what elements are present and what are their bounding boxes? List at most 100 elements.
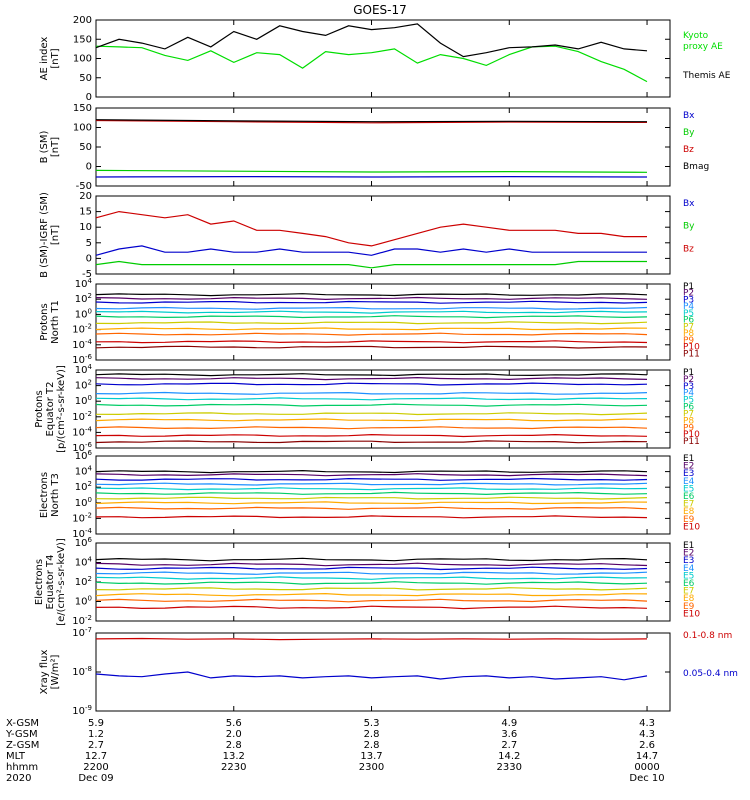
- ephem-value: Dec 10: [629, 773, 664, 784]
- ephem-value: 13.2: [223, 751, 245, 762]
- legend-entry: Themis AE: [682, 71, 731, 81]
- series-line-p9: [95, 426, 648, 430]
- legend-entry: Bz: [683, 145, 694, 155]
- ephem-value: 13.7: [360, 751, 382, 762]
- series-line-p3: [95, 382, 648, 386]
- series-line-p4: [95, 391, 648, 395]
- ephem-value: 2330: [497, 762, 522, 773]
- y-tick-label: 20: [79, 191, 92, 202]
- legend-entry: By: [683, 128, 695, 138]
- series-line-p10: [95, 433, 648, 438]
- legend-entry: Kyoto: [683, 31, 709, 41]
- y-tick-label: 104: [75, 363, 93, 376]
- ephem-label: Z-GSM: [6, 740, 39, 751]
- legend-entry: E4: [683, 477, 695, 487]
- y-tick-label: 150: [73, 103, 92, 114]
- series-line-bmag: [95, 119, 648, 123]
- legend-entry: E2: [683, 549, 694, 559]
- series-line-p10: [95, 340, 648, 344]
- legend-entry: By: [683, 222, 695, 232]
- y-tick-label: 100: [73, 123, 92, 134]
- y-axis-label: Protons: [34, 390, 45, 427]
- legend-entry: P2: [683, 375, 694, 385]
- series-line-p5: [95, 397, 648, 401]
- ephem-value: 14.2: [498, 751, 520, 762]
- y-tick-label: 100: [75, 307, 92, 320]
- series-line-p1: [95, 293, 648, 297]
- y-tick-label: 150: [73, 34, 92, 45]
- series-line-e3: [95, 566, 648, 571]
- y-tick-label: 102: [75, 292, 92, 305]
- ephem-value: 2.8: [364, 740, 380, 751]
- legend-entry: P7: [683, 322, 694, 332]
- ephem-value: 14.7: [636, 751, 658, 762]
- legend-entry: E8: [683, 594, 695, 604]
- legend-entry: 0.05-0.4 nm: [683, 669, 738, 679]
- legend-entry: E9: [683, 515, 695, 525]
- ephem-value: 5.6: [226, 718, 242, 729]
- legend-entry: E7: [683, 500, 694, 510]
- y-tick-label: 50: [79, 142, 92, 153]
- y-axis-label: [nT]: [50, 137, 61, 157]
- y-tick-label: 10-4: [72, 425, 92, 438]
- legend-entry: P6: [683, 403, 694, 413]
- y-tick-label: 5: [86, 238, 92, 249]
- ephem-label: X-GSM: [6, 718, 39, 729]
- y-tick-label: 10-9: [72, 704, 92, 717]
- y-tick-label: 104: [75, 556, 93, 569]
- y-tick-label: 0: [86, 92, 92, 103]
- legend-entry: P9: [683, 336, 694, 346]
- legend-entry: E5: [683, 571, 694, 581]
- legend-entry: P8: [683, 416, 694, 426]
- ephem-value: 3.6: [501, 729, 517, 740]
- legend-entry: E3: [683, 469, 694, 479]
- y-tick-label: 102: [75, 379, 92, 392]
- legend-entry: P8: [683, 329, 694, 339]
- series-line-kyoto-proxy-ae: [95, 45, 648, 83]
- ephem-value: 1.2: [88, 729, 104, 740]
- panel-frame: [95, 19, 671, 98]
- y-tick-label: 104: [75, 277, 93, 290]
- plot-title: GOES-17: [353, 3, 407, 17]
- panel-bsm: -50 0 50 100 150 B (SM) [nT] Bx By Bz Bmag: [39, 103, 709, 192]
- legend-entry: P5: [683, 396, 694, 406]
- ephem-value: 2.6: [639, 740, 655, 751]
- ephem-value: 0000: [634, 762, 659, 773]
- series-line-p7: [95, 321, 648, 325]
- legend-entry: P10: [683, 343, 700, 353]
- y-tick-label: 100: [75, 394, 92, 407]
- legend-entry: P11: [683, 437, 700, 447]
- series-line-e5: [95, 576, 648, 580]
- legend-entry: P11: [683, 349, 700, 359]
- legend-entry: E7: [683, 587, 694, 597]
- legend-entry: E9: [683, 602, 695, 612]
- legend-entry: P1: [683, 282, 694, 292]
- y-axis-label: Electrons: [34, 559, 45, 605]
- ephem-value: 4.9: [501, 718, 517, 729]
- series-line-e8: [95, 592, 648, 597]
- y-axis-label: North T3: [50, 473, 61, 517]
- series-line-0-1-0-8-nm: [95, 637, 648, 641]
- ephem-value: 2300: [359, 762, 384, 773]
- y-tick-label: 10-7: [72, 626, 92, 639]
- legend-entry: E6: [683, 579, 695, 589]
- series-line-e4: [95, 571, 648, 575]
- y-axis-label: B (SM): [39, 130, 50, 163]
- series-line-p6: [95, 315, 648, 319]
- series-line-0-05-0-4-nm: [95, 671, 648, 681]
- series-line-p8: [95, 327, 648, 331]
- y-tick-label: 102: [75, 575, 92, 588]
- series-line-e8: [95, 501, 648, 505]
- y-axis-label: [e/(cm²-s-sr-keV)]: [56, 538, 67, 626]
- legend-entry: P7: [683, 409, 694, 419]
- series-line-p5: [95, 310, 648, 314]
- series-line-e2: [95, 473, 648, 477]
- series-line-e1: [95, 557, 648, 562]
- legend-entry: Bz: [683, 244, 694, 254]
- series-line-by: [95, 260, 647, 269]
- series-line-e9: [95, 506, 648, 510]
- series-line-e6: [95, 581, 648, 585]
